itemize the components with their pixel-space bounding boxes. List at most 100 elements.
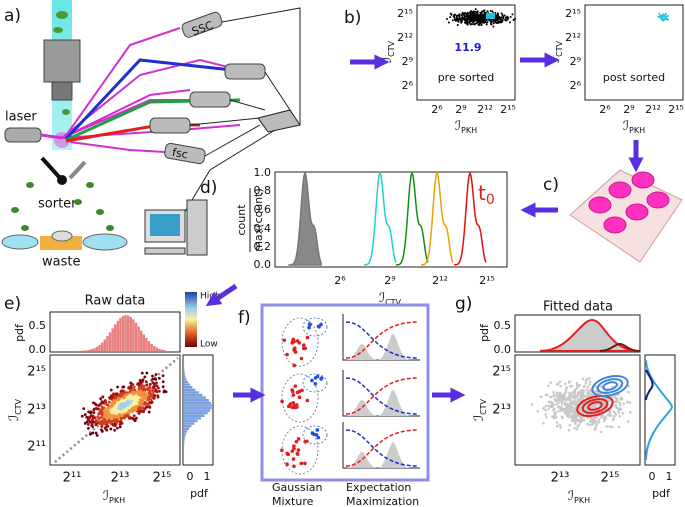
- cluster: [302, 425, 328, 445]
- point: [574, 396, 577, 400]
- hist-bar: [160, 349, 164, 351]
- point: [105, 424, 109, 428]
- point: [129, 396, 133, 400]
- point: [137, 393, 141, 397]
- point: [581, 393, 584, 396]
- axes: [416, 4, 516, 101]
- keyboard: [144, 247, 186, 255]
- point: [505, 17, 508, 20]
- point: [94, 423, 98, 427]
- x-tick-label: 2¹¹: [63, 471, 82, 486]
- axis-sub: CTV: [14, 398, 23, 414]
- pdf-label: pdf: [13, 323, 26, 342]
- point: [96, 420, 100, 424]
- point: [136, 382, 139, 386]
- point: [545, 415, 548, 419]
- point: [469, 17, 472, 20]
- point: [572, 408, 575, 412]
- point: [574, 422, 577, 426]
- axis-sub: PKH: [574, 496, 590, 505]
- point: [100, 425, 104, 428]
- hist-bar: [184, 432, 187, 436]
- point: [556, 410, 560, 413]
- waste-label: waste: [42, 255, 80, 270]
- responsibility: [345, 377, 419, 415]
- x-tick-label: 2¹⁵: [668, 103, 684, 116]
- pdf-label: pdf: [652, 487, 671, 500]
- y-tick-label: 0.5: [29, 319, 47, 332]
- panel-a: a) laser SSC fsc sorter waste: [1, 0, 301, 270]
- detector: [181, 11, 223, 38]
- point: [585, 388, 588, 392]
- point: [662, 15, 665, 18]
- point: [567, 403, 571, 407]
- point: [492, 22, 495, 25]
- point: [563, 407, 567, 411]
- point: [116, 426, 119, 430]
- point: [605, 425, 608, 428]
- point: [110, 404, 114, 408]
- axis-label: ℐPKH: [103, 489, 125, 505]
- point: [563, 401, 567, 404]
- point: [116, 385, 119, 389]
- point: [114, 396, 118, 400]
- point: [586, 422, 589, 426]
- point: [544, 413, 547, 416]
- point: [105, 428, 109, 432]
- point: [619, 408, 623, 411]
- point: [567, 412, 571, 416]
- point: [571, 391, 574, 394]
- point: [574, 388, 577, 391]
- point: [145, 383, 149, 387]
- waste-cup: [51, 230, 73, 242]
- point: [500, 16, 503, 19]
- point: [82, 407, 86, 411]
- detector: [164, 142, 206, 165]
- point: [161, 385, 165, 389]
- point: [143, 407, 146, 411]
- point: [664, 12, 667, 15]
- point: [474, 8, 477, 11]
- point: [583, 385, 586, 388]
- hist-bar: [85, 350, 88, 351]
- point: [295, 451, 300, 456]
- point: [121, 389, 124, 393]
- colorbar-low: Low: [200, 340, 218, 350]
- axes: [49, 311, 181, 353]
- point: [141, 378, 145, 382]
- y-tick-label: 2¹⁵: [397, 7, 413, 20]
- y-tick-label: 0.0: [29, 343, 47, 356]
- point: [575, 394, 578, 398]
- axis-symbol: ℐ: [7, 415, 22, 421]
- point: [663, 18, 666, 21]
- point: [292, 444, 296, 448]
- beam-path: [64, 27, 181, 138]
- contour: [576, 395, 614, 417]
- point: [578, 420, 582, 424]
- point: [660, 15, 663, 18]
- point: [552, 391, 555, 394]
- point: [83, 421, 87, 425]
- y-tick-label: 2¹³: [492, 403, 511, 418]
- point: [569, 410, 572, 414]
- point: [480, 15, 483, 18]
- point: [536, 409, 540, 413]
- point: [476, 19, 479, 22]
- point: [597, 420, 601, 424]
- cell: [74, 199, 82, 205]
- axis-sub: PKH: [629, 126, 645, 135]
- point: [613, 396, 617, 399]
- density: [346, 390, 410, 416]
- point: [595, 422, 599, 426]
- point: [563, 382, 567, 386]
- point: [118, 425, 122, 429]
- point: [129, 381, 133, 385]
- point: [556, 406, 560, 409]
- point: [464, 11, 467, 14]
- point: [148, 385, 152, 388]
- point: [123, 399, 127, 402]
- point: [132, 414, 136, 418]
- point: [134, 416, 138, 420]
- point: [464, 20, 467, 23]
